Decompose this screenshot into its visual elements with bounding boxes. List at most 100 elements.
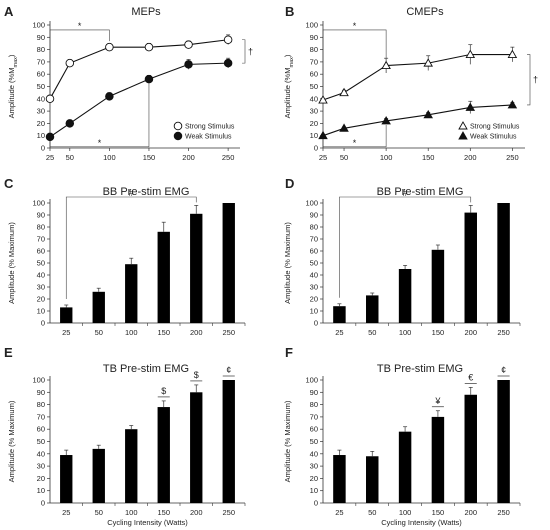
y-axis-label: Amplitude (% Maximum) [283, 400, 292, 482]
data-point [318, 130, 328, 140]
y-tick-label: 90 [37, 211, 45, 220]
panel-e: E TB Pre-stim EMG 0 10 20 30 40 50 60 70 80 90 100 Am… [4, 345, 246, 527]
bar [222, 203, 235, 323]
x-tick-label: 100 [399, 508, 412, 517]
bar [190, 213, 203, 323]
data-point [144, 74, 154, 84]
y-tick-label: 20 [310, 119, 318, 128]
y-tick-label: 60 [37, 247, 45, 256]
bar [157, 407, 170, 503]
bracket [49, 29, 110, 93]
x-tick-label: 50 [66, 153, 74, 162]
y-tick-label: 20 [310, 474, 318, 483]
panel-c: C BB Pre-stim EMG 0 10 20 30 40 50 60 70 80 90 100 Am… [4, 176, 246, 337]
bracket-symbol: * [78, 21, 82, 31]
bracket-symbol: # [403, 188, 408, 198]
x-tick-label: 250 [497, 328, 510, 337]
y-axis-label: Amplitude (%Mmax) [7, 54, 19, 118]
y-tick-label: 100 [305, 199, 318, 208]
x-tick-label: 50 [368, 508, 376, 517]
significance-bottom: * [322, 124, 387, 148]
y-tick-label: 10 [310, 486, 318, 495]
x-tick-label: 25 [46, 153, 54, 162]
bracket-symbol: † [533, 75, 538, 85]
y-tick-label: 80 [310, 45, 318, 54]
significance-mark: $ [157, 386, 170, 398]
x-tick-label: 150 [157, 508, 170, 517]
data-point [507, 49, 518, 58]
bracket-symbol: * [353, 138, 357, 148]
significance-bracket: # [339, 188, 472, 298]
x-tick-label: 200 [464, 153, 477, 162]
x-tick-label: 100 [125, 328, 138, 337]
bar [333, 455, 346, 503]
bracket [65, 196, 197, 299]
x-tick-label: 100 [103, 153, 116, 162]
legend-label: Weak Stimulus [470, 134, 517, 141]
y-tick-label: 10 [310, 131, 318, 140]
x-tick-label: 50 [95, 508, 103, 517]
y-tick-label: 30 [37, 107, 45, 116]
y-tick-label: 100 [305, 21, 318, 30]
y-tick-label: 60 [37, 425, 45, 434]
data-point [318, 95, 328, 104]
data-point [105, 42, 114, 52]
significance-bracket: # [65, 188, 197, 299]
data-point [465, 102, 476, 111]
y-tick-label: 50 [37, 437, 45, 446]
series-strong [318, 44, 518, 104]
bar [60, 307, 73, 323]
y-tick-label: 90 [310, 388, 318, 397]
y-tick-label: 0 [41, 499, 45, 508]
y-tick-label: 80 [37, 223, 45, 232]
series-line [49, 39, 229, 100]
data-point [339, 87, 349, 97]
y-tick-label: 10 [37, 307, 45, 316]
bar [398, 269, 412, 323]
y-tick-label: 60 [310, 70, 318, 79]
data-point [45, 94, 55, 104]
y-axis-label: Amplitude (% Maximum) [283, 222, 292, 304]
y-tick-label: 100 [305, 376, 318, 385]
panel-label: A [4, 4, 14, 19]
panel-title: TB Pre-stim EMG [377, 363, 463, 375]
x-tick-label: 100 [399, 328, 412, 337]
y-tick-label: 100 [32, 199, 45, 208]
y-tick-label: 0 [314, 144, 318, 153]
x-tick-label: 50 [368, 328, 376, 337]
x-tick-label: 150 [422, 153, 435, 162]
data-point [381, 60, 391, 70]
mark-symbol: ¥ [434, 396, 441, 406]
y-tick-label: 70 [310, 57, 318, 66]
y-tick-label: 70 [37, 235, 45, 244]
y-tick-label: 30 [37, 283, 45, 292]
y-axis-label: Amplitude (%Mmax) [283, 54, 295, 118]
data-point [465, 49, 476, 58]
x-tick-label: 200 [182, 153, 195, 162]
significance-side: † [527, 54, 538, 106]
y-tick-label: 80 [37, 400, 45, 409]
y-tick-label: 20 [310, 295, 318, 304]
bar [366, 456, 379, 503]
bar [125, 429, 138, 503]
panel-label: D [285, 176, 294, 191]
x-tick-label: 200 [464, 328, 477, 337]
panel-f: F TB Pre-stim EMG 0 10 20 30 40 50 60 70 80 90 100 Am… [283, 345, 521, 527]
y-tick-label: 40 [37, 94, 45, 103]
y-tick-label: 10 [37, 486, 45, 495]
significance-mark: $ [190, 370, 203, 382]
y-tick-label: 30 [310, 107, 318, 116]
x-tick-label: 25 [62, 328, 70, 337]
x-tick-label: 50 [340, 153, 348, 162]
bar [157, 231, 170, 323]
mark-symbol: $ [161, 386, 166, 396]
x-tick-label: 150 [432, 328, 445, 337]
y-tick-label: 40 [310, 449, 318, 458]
bar [431, 249, 445, 323]
data-point [423, 109, 433, 119]
data-point [184, 60, 193, 69]
x-tick-label: 200 [190, 508, 203, 517]
x-tick-label: 150 [432, 508, 445, 517]
bar [60, 455, 73, 503]
y-tick-label: 20 [37, 119, 45, 128]
